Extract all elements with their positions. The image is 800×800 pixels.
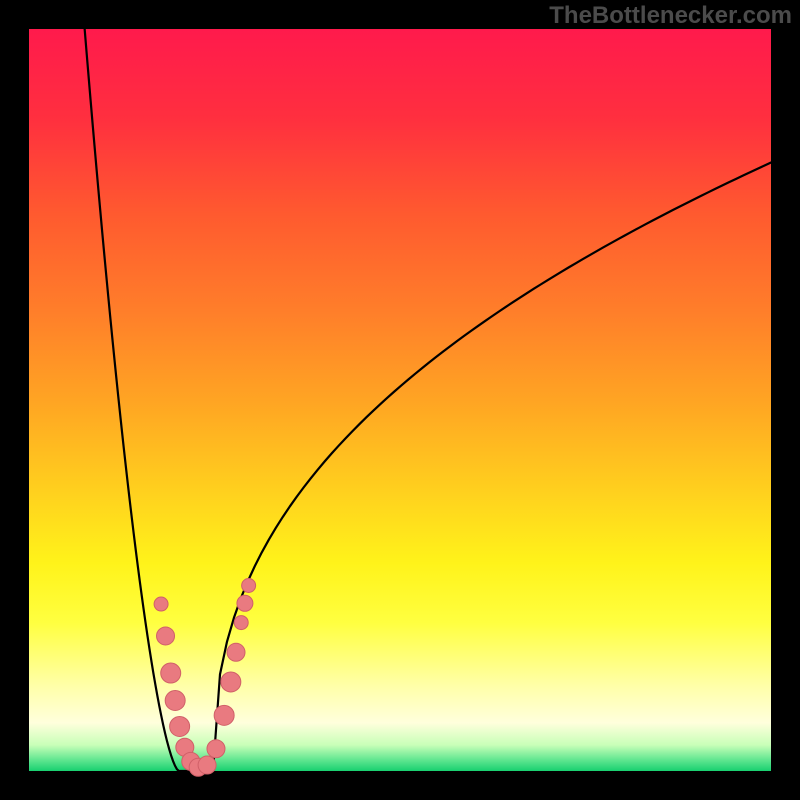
curve-marker: [242, 579, 256, 593]
plot-area: [29, 29, 771, 771]
curve-marker: [207, 740, 225, 758]
curve-marker: [157, 627, 175, 645]
watermark-text: TheBottlenecker.com: [549, 2, 792, 30]
curve-marker: [227, 643, 245, 661]
bottleneck-curve: [29, 29, 771, 771]
curve-marker: [198, 756, 216, 774]
curve-marker: [214, 705, 234, 725]
curve-marker: [161, 663, 181, 683]
curve-marker: [170, 716, 190, 736]
curve-marker: [237, 595, 253, 611]
curve-marker: [221, 672, 241, 692]
chart-root: TheBottlenecker.com: [0, 0, 800, 800]
curve-marker: [234, 616, 248, 630]
curve-marker: [154, 597, 168, 611]
curve-marker: [165, 691, 185, 711]
